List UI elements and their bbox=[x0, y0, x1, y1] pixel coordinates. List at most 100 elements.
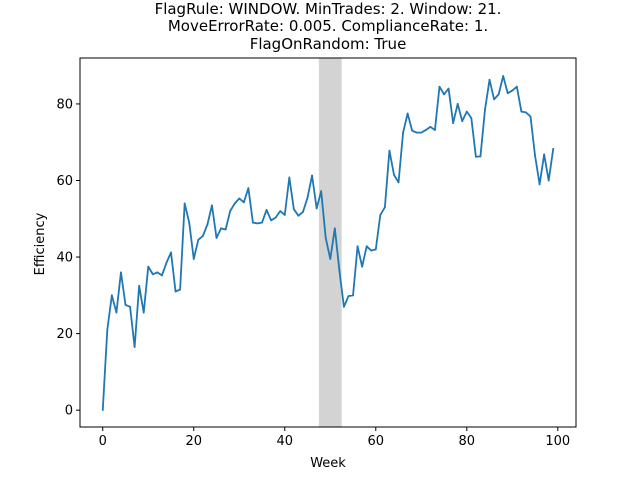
data-point bbox=[165, 261, 168, 264]
data-point bbox=[447, 87, 450, 90]
data-point bbox=[320, 190, 323, 193]
data-point bbox=[288, 176, 291, 179]
data-point bbox=[124, 303, 127, 306]
data-point bbox=[493, 98, 495, 101]
data-point bbox=[252, 221, 254, 224]
data-point bbox=[161, 274, 163, 277]
plot-area bbox=[101, 58, 555, 427]
y-tick-label: 0 bbox=[65, 404, 73, 419]
data-point bbox=[115, 311, 118, 314]
data-point bbox=[197, 238, 200, 241]
data-point bbox=[438, 85, 441, 88]
data-point bbox=[292, 208, 295, 211]
data-point bbox=[479, 155, 482, 158]
data-point bbox=[283, 214, 286, 216]
data-point bbox=[543, 153, 546, 156]
data-point bbox=[297, 214, 300, 217]
data-point bbox=[424, 129, 427, 131]
data-point bbox=[393, 173, 395, 176]
data-point bbox=[179, 288, 182, 291]
data-point bbox=[383, 206, 386, 209]
data-point bbox=[461, 120, 464, 123]
data-point bbox=[506, 92, 509, 95]
data-point bbox=[215, 237, 218, 239]
data-point bbox=[270, 219, 273, 222]
data-point bbox=[465, 110, 468, 113]
shaded-span bbox=[318, 58, 342, 427]
data-point bbox=[188, 221, 191, 224]
data-point bbox=[242, 201, 245, 204]
data-point bbox=[520, 110, 523, 113]
x-axis-label: Week bbox=[310, 456, 346, 471]
data-point bbox=[256, 222, 259, 225]
data-point bbox=[151, 273, 154, 276]
data-point bbox=[224, 228, 227, 231]
data-point bbox=[456, 103, 459, 105]
data-point bbox=[329, 258, 332, 260]
data-point bbox=[201, 235, 204, 237]
data-point bbox=[388, 149, 391, 152]
data-point bbox=[538, 183, 541, 186]
data-point bbox=[274, 216, 277, 219]
data-point bbox=[452, 122, 455, 124]
data-point bbox=[420, 131, 423, 134]
data-point bbox=[502, 75, 505, 77]
y-tick-label: 60 bbox=[56, 174, 73, 189]
chart-title-line-2: MoveErrorRate: 0.005. ComplianceRate: 1. bbox=[168, 17, 488, 35]
data-point bbox=[211, 204, 213, 207]
data-point bbox=[238, 197, 241, 200]
data-point bbox=[183, 202, 186, 205]
x-axis-ticks: 0 20 40 60 80 100 bbox=[99, 427, 570, 449]
data-point bbox=[511, 89, 514, 92]
data-point bbox=[110, 294, 113, 297]
data-point bbox=[170, 251, 172, 254]
data-point bbox=[120, 271, 122, 274]
data-point bbox=[356, 245, 359, 248]
x-tick-label: 60 bbox=[368, 434, 385, 449]
data-point bbox=[233, 202, 236, 205]
y-tick-label: 80 bbox=[56, 97, 73, 112]
data-point bbox=[174, 290, 177, 293]
data-point bbox=[206, 223, 209, 226]
data-point bbox=[534, 154, 536, 157]
data-point bbox=[470, 117, 473, 119]
data-point bbox=[229, 210, 232, 213]
data-point bbox=[365, 245, 368, 248]
data-point bbox=[247, 187, 250, 190]
data-point bbox=[552, 147, 555, 150]
data-point bbox=[415, 131, 418, 134]
data-point bbox=[343, 305, 345, 308]
data-point bbox=[525, 111, 527, 114]
data-point bbox=[374, 248, 377, 251]
data-point bbox=[142, 311, 145, 314]
data-point bbox=[497, 93, 500, 96]
data-point bbox=[302, 210, 304, 213]
data-point bbox=[411, 129, 414, 132]
x-tick-label: 80 bbox=[459, 434, 476, 449]
data-point bbox=[406, 112, 409, 115]
y-axis-ticks: 0 20 40 60 80 bbox=[56, 97, 80, 419]
data-point bbox=[488, 78, 491, 81]
data-point bbox=[361, 265, 364, 268]
y-tick-label: 20 bbox=[56, 327, 73, 342]
plot-frame bbox=[79, 57, 577, 428]
x-tick-label: 40 bbox=[276, 434, 293, 449]
data-point bbox=[147, 265, 150, 268]
data-point bbox=[429, 126, 432, 128]
data-point bbox=[265, 209, 268, 211]
data-point bbox=[156, 271, 159, 274]
y-axis-label: Efficiency bbox=[33, 212, 48, 275]
y-tick-label: 40 bbox=[56, 251, 73, 266]
data-point bbox=[311, 174, 313, 177]
data-point bbox=[370, 249, 373, 252]
data-point bbox=[138, 284, 141, 287]
data-point bbox=[484, 108, 486, 111]
chart-title-line-1: FlagRule: WINDOW. MinTrades: 2. Window: … bbox=[155, 0, 502, 18]
data-point bbox=[434, 129, 436, 131]
data-point bbox=[547, 179, 550, 182]
data-point bbox=[261, 221, 263, 224]
data-point bbox=[338, 269, 341, 272]
data-point bbox=[279, 210, 282, 213]
data-point bbox=[306, 196, 309, 199]
